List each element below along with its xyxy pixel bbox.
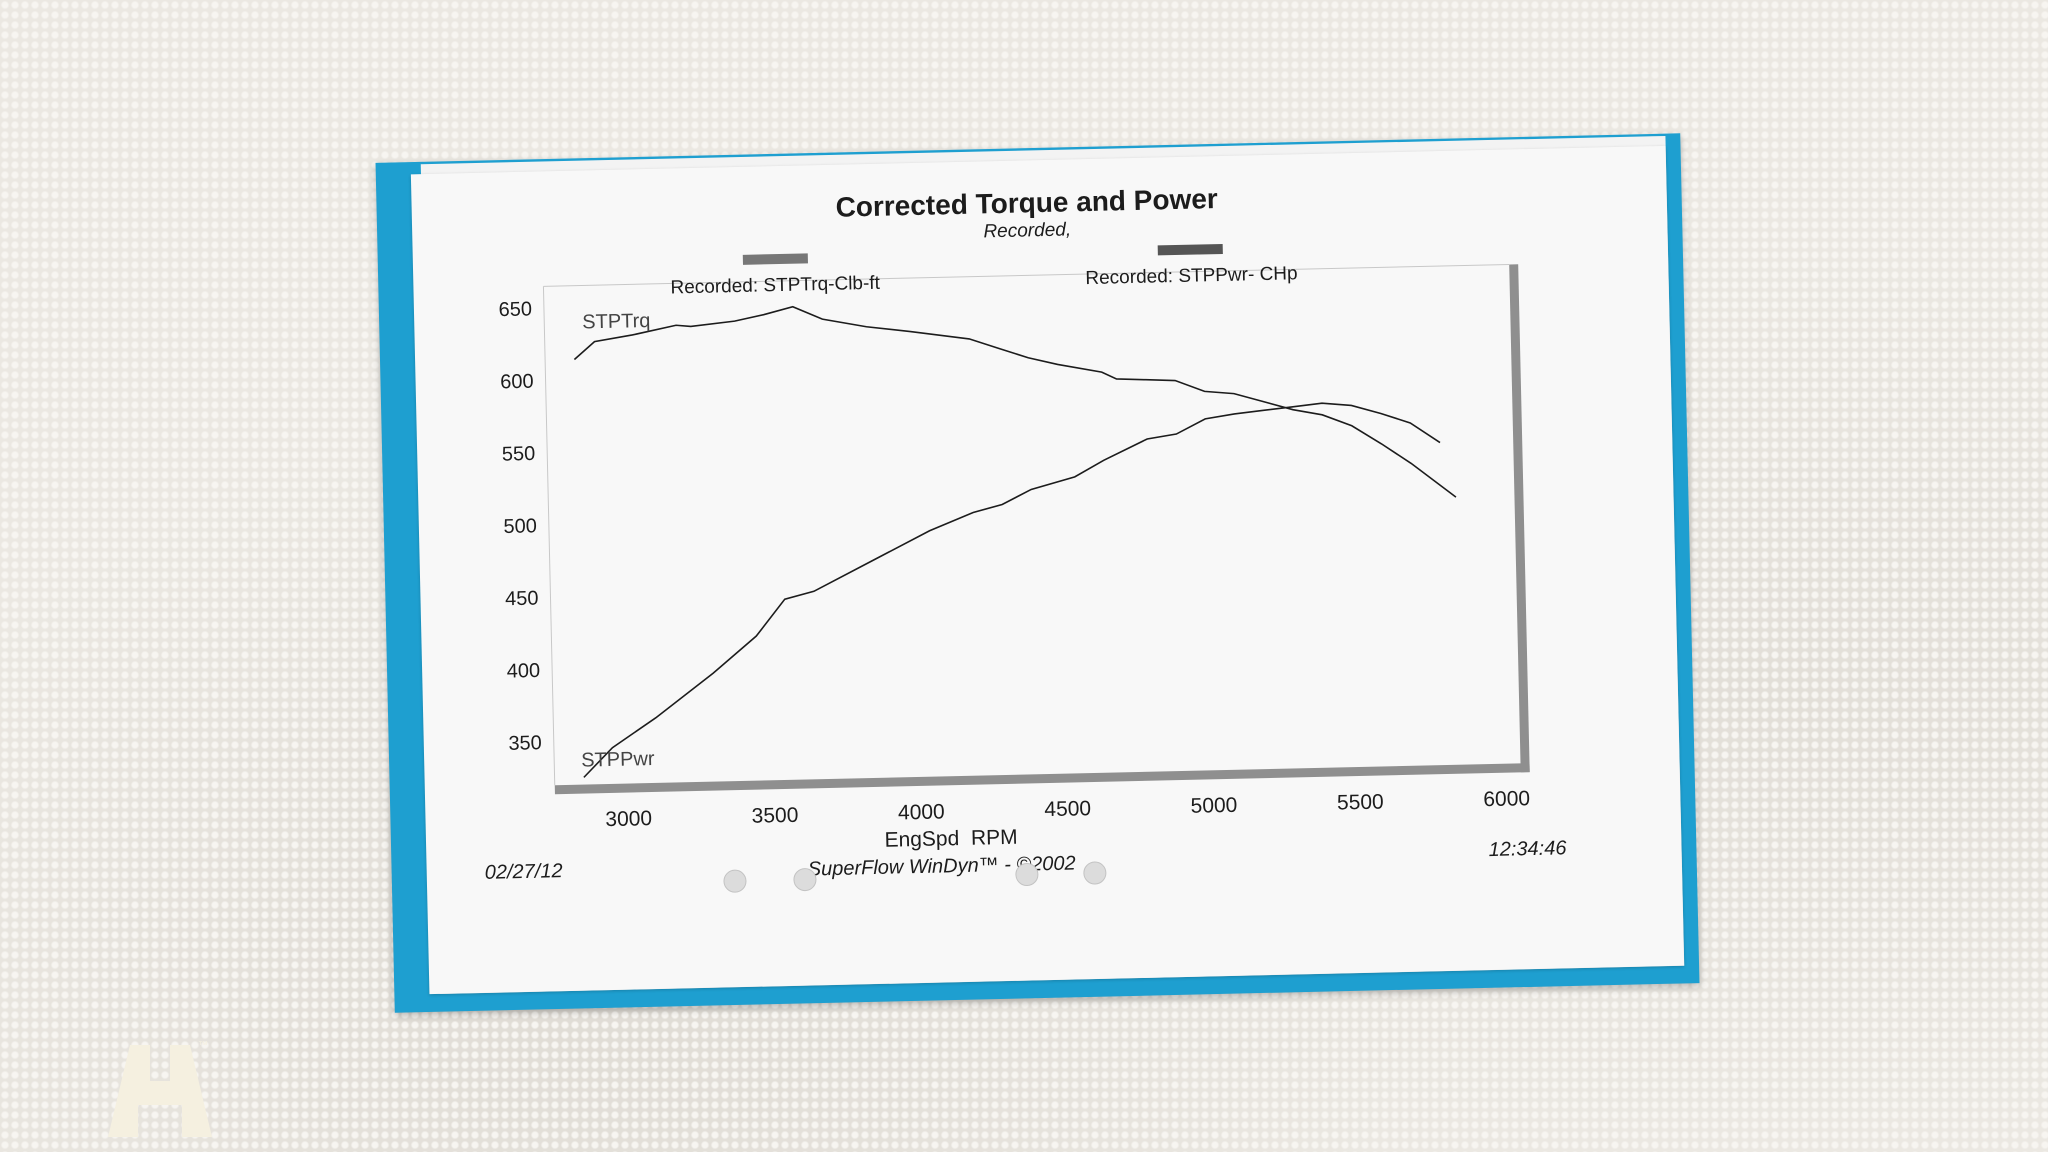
footer-time: 12:34:46 <box>1488 837 1567 861</box>
y-tick-label: 400 <box>507 660 541 683</box>
x-tick-label: 4500 <box>1044 797 1091 821</box>
dyno-sheet: Corrected Torque and Power Recorded, Rec… <box>410 145 1685 995</box>
y-axis: 650 600 550 500 450 400 350 <box>498 298 542 755</box>
x-tick-label: 3000 <box>605 807 652 831</box>
y-tick-label: 500 <box>503 515 537 538</box>
y-tick-label: 550 <box>502 443 536 466</box>
legend-swatch-power <box>1157 243 1223 256</box>
y-tick-label: 350 <box>508 732 542 755</box>
chart-subtitle: Recorded, <box>983 219 1071 242</box>
x-tick-label: 5500 <box>1337 790 1384 814</box>
series-line-stppwr <box>583 402 1441 778</box>
logo-trademark: ™ <box>198 1040 208 1051</box>
y-tick-label: 650 <box>498 298 532 321</box>
series-label-stppwr: STPPwr <box>581 748 655 772</box>
y-tick-label: 450 <box>505 588 539 611</box>
x-tick-label: 5000 <box>1190 794 1237 818</box>
chart-title: Corrected Torque and Power <box>835 183 1218 223</box>
logo-text: H <box>108 1045 109 1046</box>
site-logo: H <box>108 1045 212 1137</box>
plot-frame-bottom <box>554 763 1530 795</box>
x-axis: 3000 3500 4000 4500 5000 5500 6000 <box>605 787 1530 831</box>
x-tick-label: 3500 <box>751 804 798 828</box>
logo-mark <box>108 1045 212 1137</box>
binder-hole <box>1083 861 1107 885</box>
y-tick-label: 600 <box>500 371 534 394</box>
binder-hole <box>1015 863 1039 887</box>
series-label-stptrq: STPTrq <box>582 310 651 334</box>
x-tick-label: 6000 <box>1483 787 1530 811</box>
plot-frame-left <box>542 286 556 786</box>
binder-hole <box>793 868 817 892</box>
series-line-stptrq <box>573 305 1457 498</box>
legend-label-torque: Recorded: STPTrq-Clb-ft <box>670 273 881 299</box>
x-axis-title: EngSpd RPM <box>884 826 1018 852</box>
legend-label-power: Recorded: STPPwr- CHp <box>1085 263 1298 289</box>
x-tick-label: 4000 <box>898 800 945 824</box>
plot-frame-right <box>1509 264 1530 773</box>
legend-swatch-torque <box>742 253 808 265</box>
dyno-chart: Corrected Torque and Power Recorded, Rec… <box>484 183 1568 893</box>
plot-frame-top <box>543 263 1510 287</box>
binder-hole <box>723 869 747 893</box>
footer-date: 02/27/12 <box>484 860 562 884</box>
